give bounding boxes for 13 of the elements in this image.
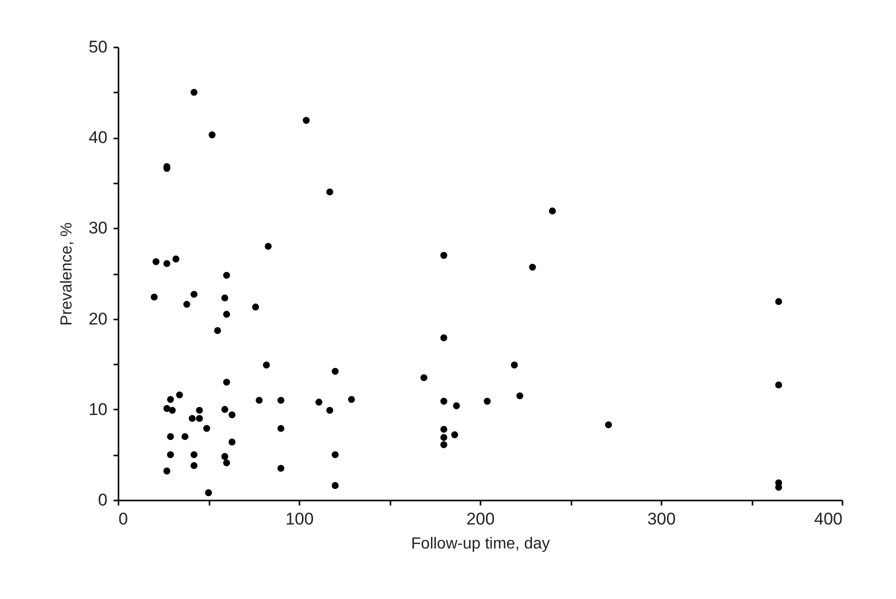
- x-axis-title: Follow-up time, day: [411, 536, 550, 552]
- x-tick-label: 300: [647, 510, 676, 528]
- x-tick-label: 200: [466, 510, 495, 528]
- x-tick-label: 400: [814, 510, 842, 528]
- y-tick-label: 20: [88, 309, 108, 328]
- y-axis-title: Prevalence, %: [58, 222, 76, 326]
- y-tick-label: 40: [88, 128, 108, 148]
- y-tick-label: 50: [88, 38, 108, 56]
- x-tick-label: 100: [285, 510, 314, 528]
- y-tick-label: 30: [88, 218, 108, 238]
- x-tick-label: 0: [118, 510, 128, 528]
- y-tick-label: 10: [88, 400, 108, 419]
- y-tick-label: 0: [98, 490, 108, 510]
